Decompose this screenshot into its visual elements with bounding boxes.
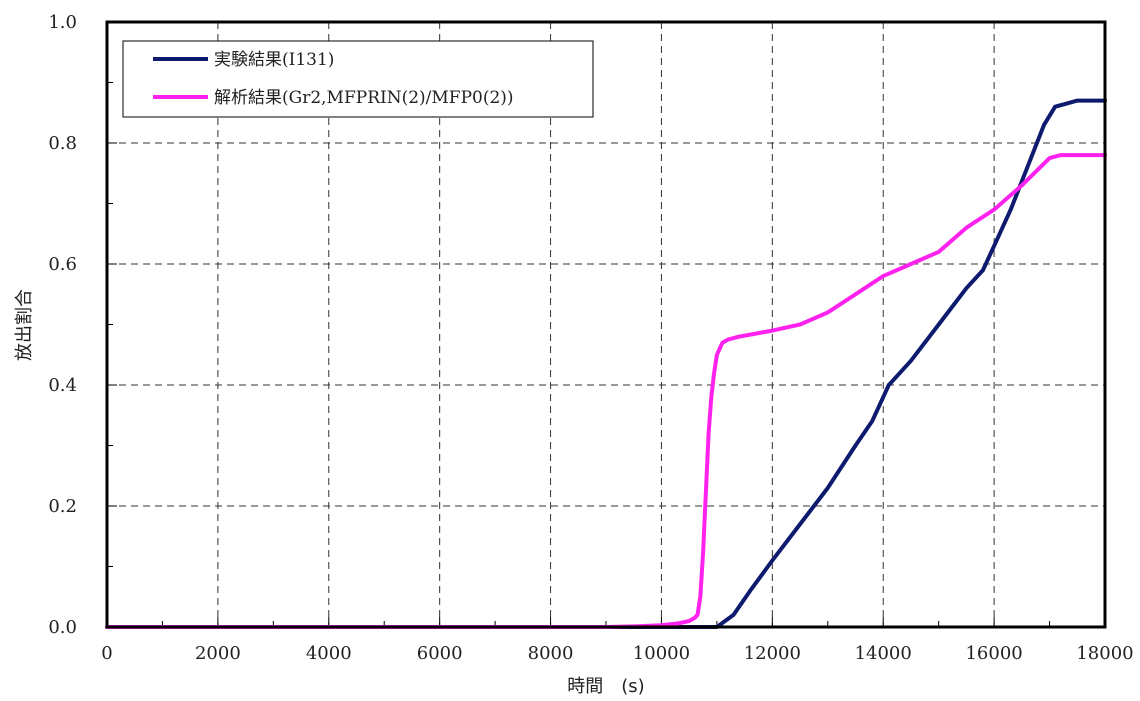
x-tick-label: 8000: [528, 643, 574, 664]
y-tick-label: 0.6: [48, 254, 77, 275]
plot-frame: [105, 20, 1107, 629]
x-tick-label: 12000: [744, 643, 801, 664]
legend: 実験結果(I131) 解析結果(Gr2,MFPRIN(2)/MFP0(2)): [122, 40, 594, 118]
x-tick-label: 10000: [633, 643, 690, 664]
y-tick-label: 0.4: [48, 375, 77, 396]
x-tick-label: 18000: [1076, 643, 1133, 664]
y-tick-label: 0.0: [48, 617, 77, 638]
y-tick-label: 0.2: [48, 496, 77, 517]
x-tick-label: 4000: [306, 643, 352, 664]
y-tick-label: 0.8: [48, 133, 77, 154]
x-tick-labels: 0 2000 4000 6000 8000 10000 12000 14000 16000 180…: [101, 643, 1133, 664]
x-tick-label: 0: [101, 643, 112, 664]
x-tick-label: 6000: [417, 643, 463, 664]
series-line-0: [105, 98, 1107, 629]
y-tick-label: 1.0: [48, 12, 77, 33]
series-line-1: [105, 153, 1107, 629]
legend-box: [122, 40, 594, 118]
legend-label-series-1: 解析結果(Gr2,MFPRIN(2)/MFP0(2)): [214, 88, 514, 108]
x-tick-label: 14000: [855, 643, 912, 664]
x-axis-title: 時間 (s): [567, 676, 644, 697]
series-layer: [105, 98, 1107, 629]
grid: [107, 22, 1105, 627]
x-tick-label: 16000: [965, 643, 1022, 664]
legend-label-series-0: 実験結果(I131): [214, 50, 334, 70]
x-tick-label: 2000: [195, 643, 241, 664]
y-axis-title: 放出割合: [14, 289, 35, 361]
y-tick-labels: 0.0 0.2 0.4 0.6 0.8 1.0: [48, 12, 77, 638]
